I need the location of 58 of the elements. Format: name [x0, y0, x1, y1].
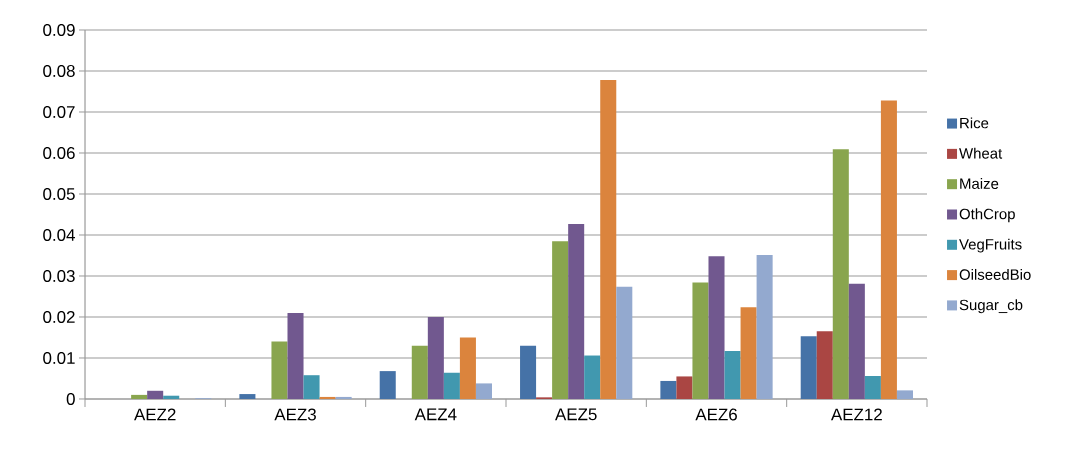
x-tick-label: AEZ4 [414, 408, 457, 421]
y-tick-label: 0.06 [43, 146, 75, 159]
y-tick-label: 0.07 [43, 105, 75, 118]
y-tick-label: 0.03 [43, 269, 75, 282]
bar [271, 341, 288, 399]
bar [163, 395, 180, 399]
bar [239, 394, 256, 399]
bar [724, 351, 741, 399]
bar [568, 223, 585, 399]
x-tick-label: AEZ5 [555, 408, 597, 421]
bar [832, 149, 849, 399]
legend-label: OilseedBio [959, 268, 1031, 280]
x-tick-label: AEZ3 [274, 408, 316, 421]
x-tick-label: AEZ6 [695, 408, 737, 421]
legend-label: Rice [960, 117, 989, 129]
bar [692, 282, 709, 399]
legend-label: OthCrop [959, 208, 1015, 223]
bar [443, 372, 460, 399]
legend-label: Sugar_cb [959, 299, 1023, 314]
bar [147, 390, 164, 399]
bar [552, 241, 569, 399]
y-tick-label: 0 [66, 392, 75, 405]
bar [708, 256, 725, 399]
bar [584, 355, 601, 399]
bar [287, 312, 304, 399]
bar [600, 80, 617, 399]
bar [616, 286, 633, 399]
bar [740, 307, 757, 399]
legend-label: VegFruits [959, 238, 1022, 253]
y-tick-label: 0.08 [43, 64, 75, 77]
legend-label: Maize [960, 178, 999, 189]
x-tick-label: AEZ2 [134, 408, 176, 421]
bar [848, 283, 865, 399]
bar [379, 371, 396, 399]
bar [756, 255, 773, 399]
x-tick-label: AEZ12 [830, 408, 882, 421]
legend-label: Wheat [959, 147, 1003, 159]
bar [131, 394, 148, 399]
y-tick-label: 0.01 [43, 351, 75, 364]
y-tick-label: 0.02 [43, 310, 75, 323]
bar [411, 345, 428, 399]
y-tick-label: 0.05 [43, 187, 75, 200]
bar [676, 376, 693, 399]
bar [896, 390, 913, 399]
bar [427, 316, 444, 399]
bar [864, 376, 881, 399]
y-tick-label: 0.09 [43, 23, 75, 36]
bar [475, 383, 492, 399]
bar [816, 331, 833, 399]
bar [800, 336, 817, 399]
y-tick-label: 0.04 [43, 228, 75, 241]
bar [520, 345, 537, 399]
bar [319, 396, 336, 399]
bar [660, 380, 677, 399]
bar [880, 100, 897, 399]
bar [459, 337, 476, 399]
bar [303, 375, 320, 399]
bar [335, 396, 352, 399]
